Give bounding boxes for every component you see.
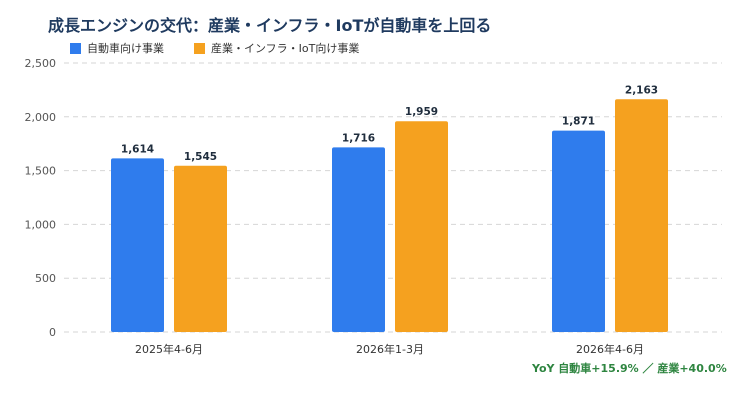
y-tick-label: 500	[35, 272, 56, 285]
bar-auto	[332, 147, 385, 332]
y-tick-label: 1,500	[25, 165, 57, 178]
y-tick-label: 1,000	[25, 218, 57, 231]
legend-item-auto: 自動車向け事業	[70, 40, 164, 56]
chart-title: 成長エンジンの交代：産業・インフラ・IoTが自動車を上回る	[48, 16, 492, 35]
legend-label-industry: 産業・インフラ・IoT向け事業	[211, 42, 360, 55]
x-category-label: 2026年1-3月	[356, 342, 424, 356]
legend-swatch-industry	[194, 42, 205, 54]
data-label-industry: 1,959	[405, 106, 438, 118]
bar-industry	[395, 121, 448, 332]
yoy-annotation: YoY 自動車+15.9% ／ 産業+40.0%	[532, 362, 727, 375]
data-label-auto: 1,614	[121, 143, 154, 155]
legend-swatch-auto	[70, 42, 81, 54]
y-tick-label: 0	[49, 326, 56, 339]
data-label-industry: 1,545	[184, 151, 217, 163]
y-tick-label: 2,500	[25, 57, 57, 70]
legend-item-industry: 産業・インフラ・IoT向け事業	[194, 40, 359, 56]
bar-auto	[111, 158, 164, 332]
x-category-label: 2025年4-6月	[135, 342, 203, 356]
bar-industry	[615, 99, 668, 332]
chart-legend: 自動車向け事業 産業・インフラ・IoT向け事業	[70, 40, 389, 56]
legend-label-auto: 自動車向け事業	[87, 42, 164, 55]
data-label-industry: 2,163	[625, 84, 658, 96]
data-label-auto: 1,871	[562, 116, 595, 128]
bar-industry	[174, 165, 227, 332]
data-label-auto: 1,716	[342, 132, 375, 144]
x-category-label: 2026年4-6月	[576, 342, 644, 356]
bar-auto	[552, 130, 605, 332]
y-tick-label: 2,000	[25, 111, 57, 124]
